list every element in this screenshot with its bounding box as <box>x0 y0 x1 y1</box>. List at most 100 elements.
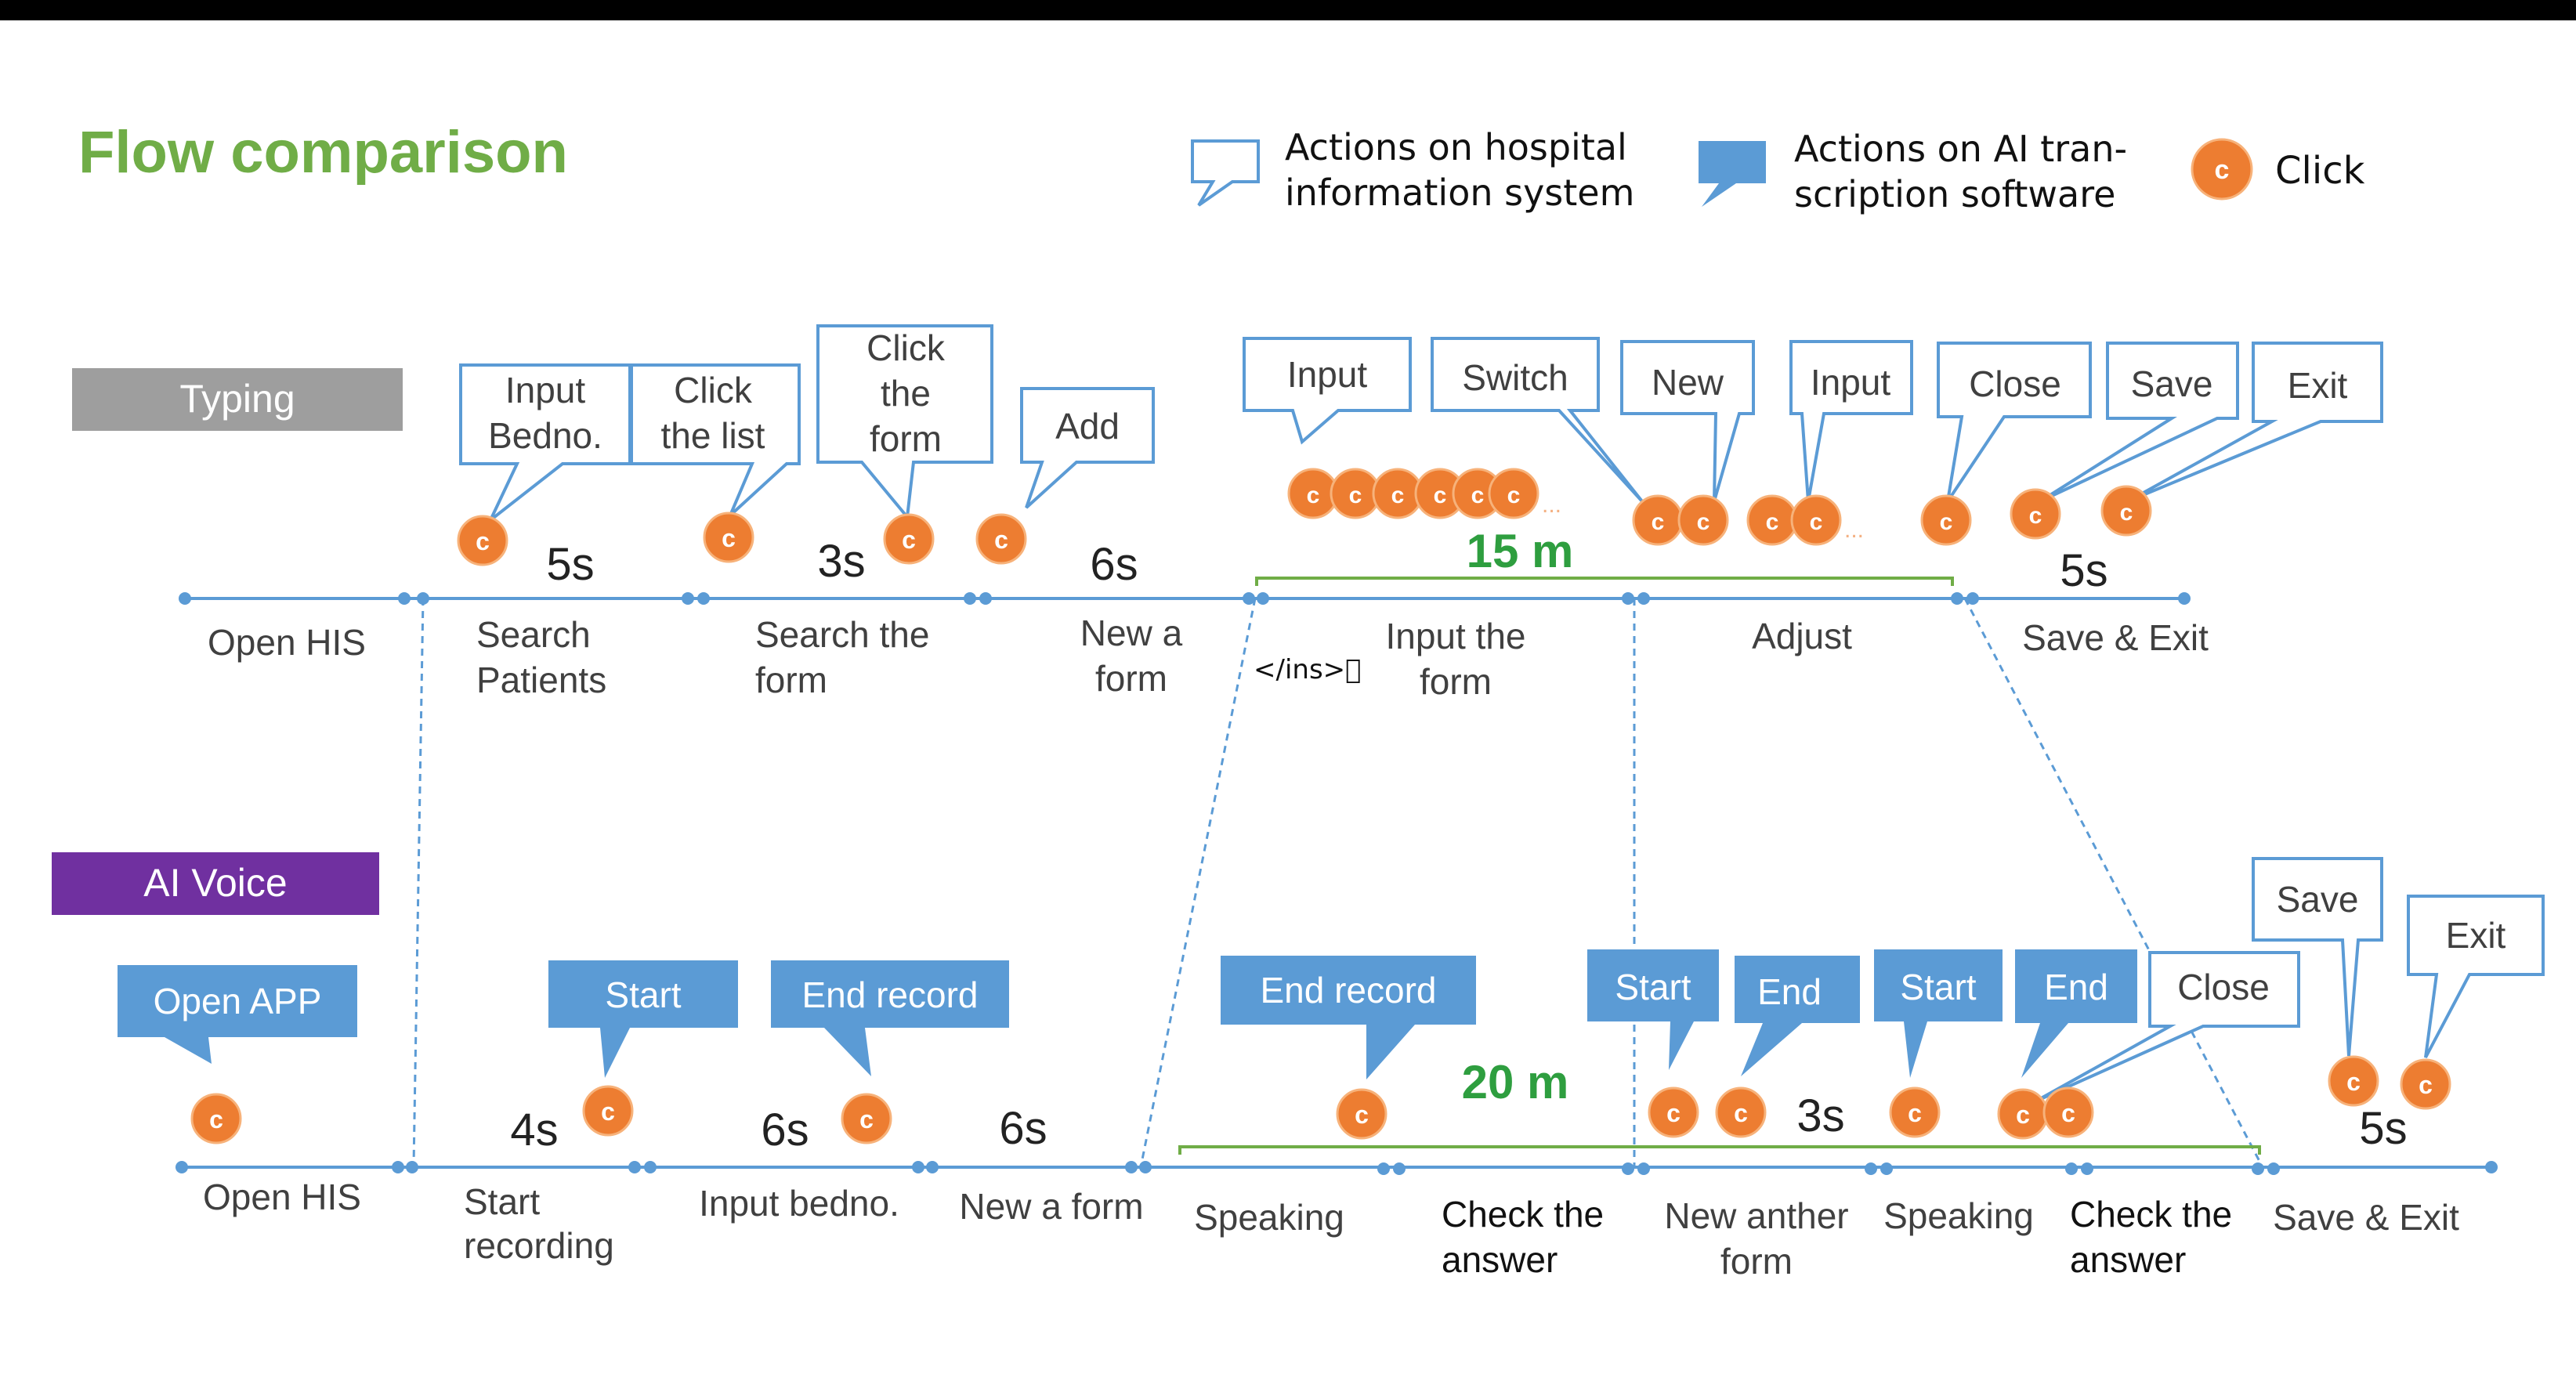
svg-text:c: c <box>1507 483 1521 508</box>
ai-step-label: Input bedno. <box>699 1183 899 1224</box>
legend-ai-line2: scription software <box>1794 173 2115 215</box>
svg-text:c: c <box>1652 509 1665 535</box>
stray-markup-text: </ins>  <box>1254 654 1362 685</box>
duration-label: 6s <box>999 1103 1047 1154</box>
click-marker-icon: c <box>2100 485 2152 537</box>
svg-text:c: c <box>1734 1099 1748 1127</box>
svg-text:c: c <box>1810 509 1823 535</box>
ai-bubbles <box>118 949 2137 1079</box>
svg-text:c: c <box>1349 483 1362 508</box>
bubble-text: Close <box>1969 363 2061 404</box>
more-clicks-ellipsis: ... <box>1844 517 1864 543</box>
bubble-text: Click <box>867 327 946 368</box>
click-cluster-input: c c c c c c <box>1287 468 1539 519</box>
svg-text:c: c <box>2120 500 2133 526</box>
click-marker-icon: c <box>1287 468 1339 519</box>
click-marker-icon: c <box>1372 468 1424 519</box>
svg-text:c: c <box>722 524 736 552</box>
duration-label: 6s <box>761 1105 809 1155</box>
bubble-text: Close <box>2177 967 2270 1007</box>
his-bubble <box>2035 951 2300 1103</box>
svg-text:c: c <box>2215 155 2230 185</box>
ai-durations: 4s 6s 6s 20 m 3s 5s <box>510 1056 2407 1155</box>
click-marker-icon: c <box>1677 494 1729 546</box>
ai-bubble <box>1874 949 2003 1078</box>
ai-step-label: Check the <box>2070 1194 2232 1235</box>
ai-his-bubble-texts: Close Save Exit <box>2177 879 2505 1007</box>
typing-bubble-texts: Input Bedno. Click the list Click the fo… <box>488 327 2347 459</box>
click-marker-icon: c <box>1746 494 1798 546</box>
click-marker-icon: c <box>190 1093 242 1144</box>
ai-step-label: Speaking <box>1883 1195 2034 1236</box>
svg-text:c: c <box>1697 509 1710 535</box>
his-bubble <box>2127 342 2383 503</box>
his-bubble <box>630 363 801 517</box>
svg-text:c: c <box>2016 1101 2030 1129</box>
duration-label: 5s <box>546 539 594 590</box>
bubble-text: Start <box>1900 967 1976 1007</box>
his-bubble <box>1431 337 1644 503</box>
svg-text:c: c <box>1307 483 1320 508</box>
click-marker-icon: c <box>975 513 1027 565</box>
legend: Actions on hospital information system A… <box>1191 126 2365 215</box>
ai-step-label: New a form <box>959 1186 1143 1227</box>
duration-label: 20 m <box>1462 1056 1569 1108</box>
typing-step-label: form <box>1420 661 1492 702</box>
ai-step-label: Open HIS <box>203 1177 361 1217</box>
click-marker-icon: c <box>1452 468 1503 519</box>
lane-typing: Typing <box>72 368 403 431</box>
typing-steps: Open HIS Search Patients Search the form… <box>208 613 2209 702</box>
bubble-text: Bedno. <box>488 415 602 456</box>
ai-bubble <box>118 965 357 1064</box>
bubble-text: End record <box>801 974 978 1015</box>
duration-label: 5s <box>2359 1103 2407 1154</box>
typing-step-label: Open HIS <box>208 622 366 663</box>
ai-bubble <box>548 960 738 1078</box>
ai-duration-bracket <box>1178 1145 2261 1155</box>
duration-label: 3s <box>1796 1090 1844 1141</box>
bubble-text: Start <box>1615 967 1691 1007</box>
ai-steps: Open HIS Start recording Input bedno. Ne… <box>203 1177 2459 1282</box>
ai-step-label: Save & Exit <box>2273 1197 2459 1238</box>
ai-his-bubbles <box>2035 857 2545 1103</box>
svg-text:c: c <box>1666 1099 1681 1127</box>
duration-label: 15 m <box>1467 525 1574 577</box>
click-marker-icon: c <box>1648 1086 1699 1138</box>
bubble-text: the <box>881 373 931 414</box>
duration-label: 4s <box>510 1105 558 1155</box>
bubble-text: Click <box>674 370 753 410</box>
click-marker-icon: c <box>1889 1086 1941 1138</box>
bubble-text: form <box>870 418 942 459</box>
click-marker-icon: c <box>1920 494 1972 546</box>
ai-bubble <box>1735 956 1860 1076</box>
click-marker-icon: c <box>1488 468 1539 519</box>
typing-bubbles <box>459 324 2383 522</box>
svg-text:c: c <box>994 526 1008 554</box>
ai-timeline <box>175 1161 2498 1175</box>
bubble-text: Start <box>605 974 681 1015</box>
legend-click: Click <box>2275 149 2365 193</box>
duration-label: 5s <box>2060 545 2107 596</box>
bubble-text: Input <box>505 370 586 410</box>
bubble-text: Save <box>2277 879 2359 920</box>
bubble-text: End <box>1757 971 1822 1012</box>
his-bubble <box>1937 342 2092 503</box>
top-black-bar <box>0 0 2576 20</box>
typing-step-label: Search <box>476 614 591 655</box>
lane-ai-voice-label: AI Voice <box>143 861 287 905</box>
his-bubble <box>2407 895 2545 1058</box>
svg-text:c: c <box>601 1097 615 1126</box>
typing-step-label: Search the <box>755 614 929 655</box>
click-marker-icon: c <box>1414 468 1466 519</box>
lane-connectors <box>412 598 2264 1169</box>
bubble-text: End record <box>1260 970 1436 1011</box>
legend-his-line1: Actions on hospital <box>1285 126 1627 168</box>
svg-text:c: c <box>859 1105 874 1133</box>
bubble-text: Open APP <box>154 981 322 1021</box>
svg-text:c: c <box>1391 483 1405 508</box>
his-bubble <box>1789 340 1913 502</box>
bubble-text: New <box>1652 362 1724 403</box>
legend-his-line2: information system <box>1285 172 1634 214</box>
